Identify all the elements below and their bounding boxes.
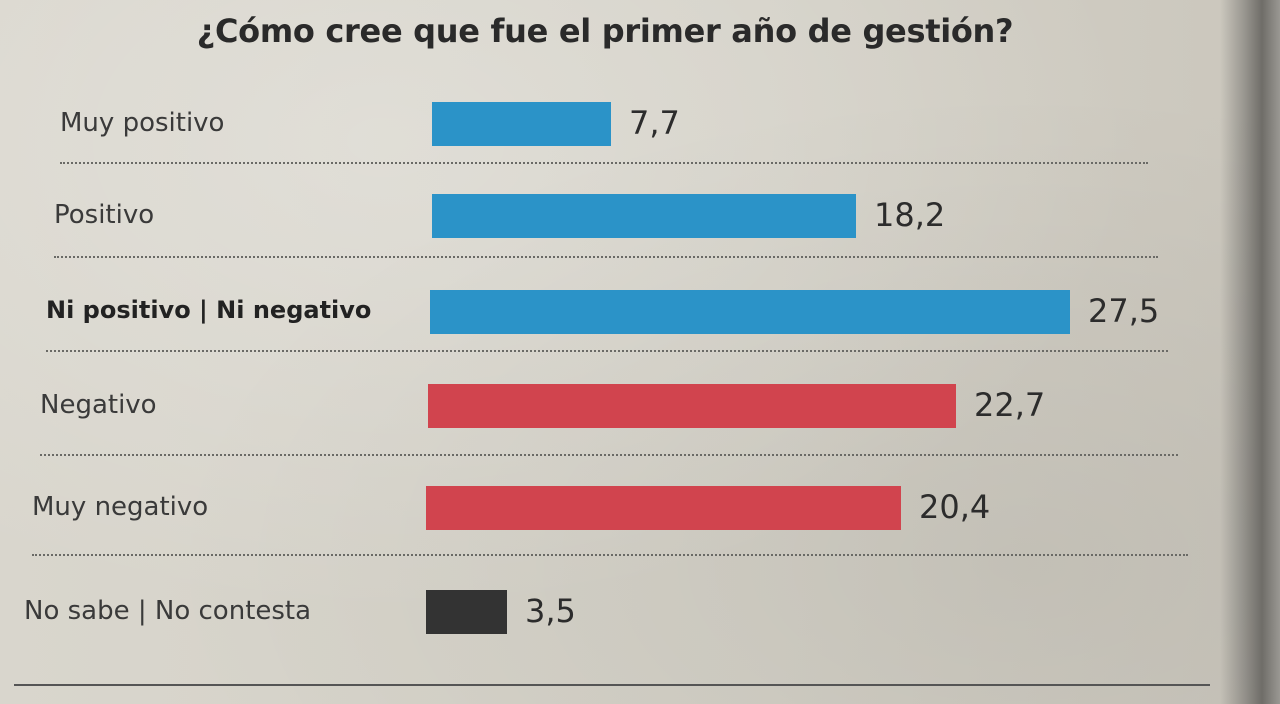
chart-title: ¿Cómo cree que fue el primer año de gest… [196,12,1014,50]
category-label: No sabe | No contesta [24,596,312,626]
row-divider [54,256,1158,258]
page-edge-shadow [1220,0,1280,704]
category-label: Muy positivo [60,108,225,138]
bar [426,486,901,530]
bar-value-label: 22,7 [974,386,1046,424]
bar [432,102,611,146]
bar [428,384,956,428]
category-label: Negativo [40,390,157,420]
row-divider [60,162,1148,164]
row-divider [40,454,1178,456]
row-divider [46,350,1168,352]
bar [430,290,1070,334]
row-divider [32,554,1188,556]
bar-value-label: 3,5 [525,592,576,630]
bar-value-label: 18,2 [874,196,946,234]
category-label: Ni positivo | Ni negativo [46,296,372,324]
bar-value-label: 20,4 [919,488,991,526]
category-label: Muy negativo [32,492,209,522]
bar [426,590,507,634]
category-label: Positivo [54,200,155,230]
bar [432,194,856,238]
bar-value-label: 27,5 [1088,292,1160,330]
bar-value-label: 7,7 [629,104,680,142]
bottom-rule [14,684,1210,686]
